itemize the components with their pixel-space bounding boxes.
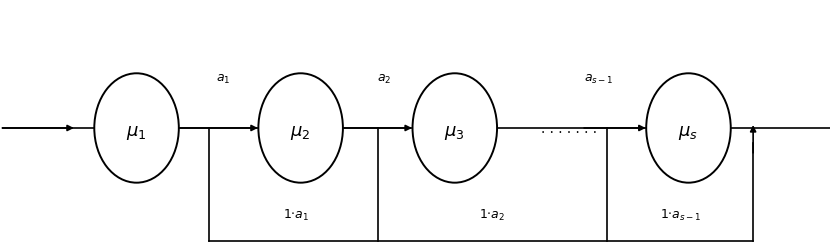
Ellipse shape [413,74,497,183]
Ellipse shape [646,74,730,183]
Ellipse shape [94,74,179,183]
Text: $\mu_1$: $\mu_1$ [126,124,146,142]
Ellipse shape [259,74,343,183]
Text: $\mu_3$: $\mu_3$ [444,124,465,142]
Text: . . . . . . .: . . . . . . . [541,122,597,136]
Text: $\mu_s$: $\mu_s$ [678,124,699,142]
Text: $\mu_2$: $\mu_2$ [290,124,311,142]
Text: $1{\cdot}a_2$: $1{\cdot}a_2$ [479,207,506,222]
Text: $a_1$: $a_1$ [215,72,230,86]
Text: $1{\cdot}a_{s-1}$: $1{\cdot}a_{s-1}$ [660,207,701,222]
Text: $1{\cdot}a_1$: $1{\cdot}a_1$ [283,207,309,222]
Text: $a_{s-1}$: $a_{s-1}$ [584,72,614,86]
Text: $a_2$: $a_2$ [377,72,391,86]
